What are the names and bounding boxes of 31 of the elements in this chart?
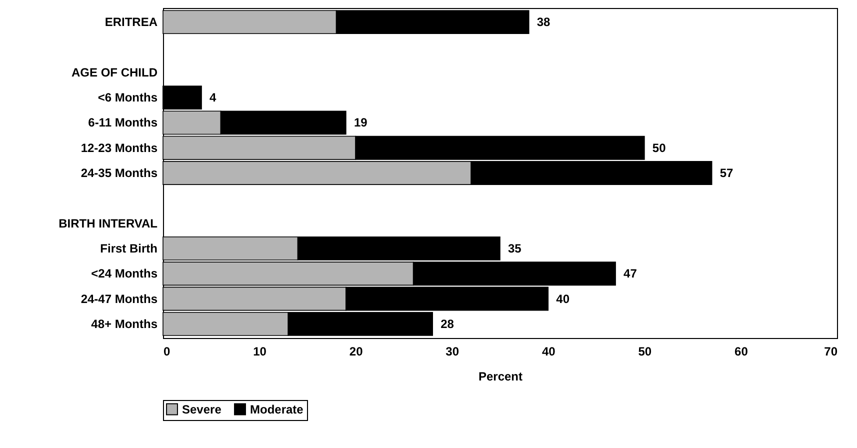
x-tick-label: 30 bbox=[446, 344, 460, 358]
y-tick-label: <6 Months bbox=[98, 90, 158, 105]
total-label: 40 bbox=[556, 292, 570, 306]
total-label: 50 bbox=[652, 140, 666, 155]
y-tick-label: <24 Months bbox=[91, 266, 158, 281]
y-tick-label: 24-35 Months bbox=[80, 166, 158, 180]
x-tick-label: 20 bbox=[349, 344, 364, 358]
y-tick-label: ERITREA bbox=[104, 15, 158, 30]
y-tick-label: 6-11 Months bbox=[88, 116, 158, 130]
y-tick-label: BIRTH INTERVAL bbox=[58, 216, 158, 230]
total-label: 4 bbox=[210, 90, 217, 105]
y-tick-label: 48+ Months bbox=[91, 316, 158, 331]
total-label: 28 bbox=[440, 316, 454, 331]
x-tick-label: 10 bbox=[253, 344, 267, 358]
total-label: 19 bbox=[354, 116, 368, 130]
total-label: 47 bbox=[624, 266, 638, 281]
x-axis-title: Percent bbox=[478, 370, 523, 384]
total-label: 57 bbox=[720, 166, 734, 180]
y-tick-label: AGE OF CHILD bbox=[72, 65, 158, 80]
y-tick-label: 24-47 Months bbox=[80, 292, 158, 306]
legend-label: Severe bbox=[182, 402, 222, 416]
x-tick-label: 70 bbox=[824, 344, 838, 358]
legend-label: Moderate bbox=[250, 402, 304, 416]
total-label: 38 bbox=[536, 15, 551, 30]
total-label: 35 bbox=[508, 241, 522, 256]
x-tick-label: 0 bbox=[164, 344, 170, 358]
x-tick-label: 60 bbox=[734, 344, 748, 358]
x-tick-label: 50 bbox=[638, 344, 652, 358]
y-tick-label: 12-23 Months bbox=[80, 140, 158, 155]
y-tick-label: First Birth bbox=[100, 241, 158, 256]
x-tick-label: 40 bbox=[542, 344, 556, 358]
